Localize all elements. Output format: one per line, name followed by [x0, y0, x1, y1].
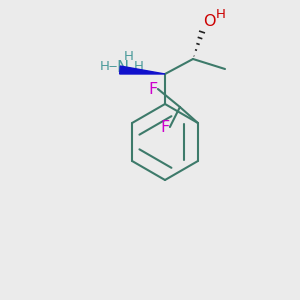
Text: H: H [124, 50, 134, 62]
Text: O: O [203, 14, 215, 29]
Text: H: H [216, 8, 226, 22]
Text: H‒: H‒ [100, 61, 118, 74]
Text: N: N [117, 59, 129, 74]
Text: F: F [160, 119, 170, 134]
Polygon shape [120, 66, 165, 74]
Text: F: F [148, 82, 158, 97]
Text: H: H [134, 61, 144, 74]
